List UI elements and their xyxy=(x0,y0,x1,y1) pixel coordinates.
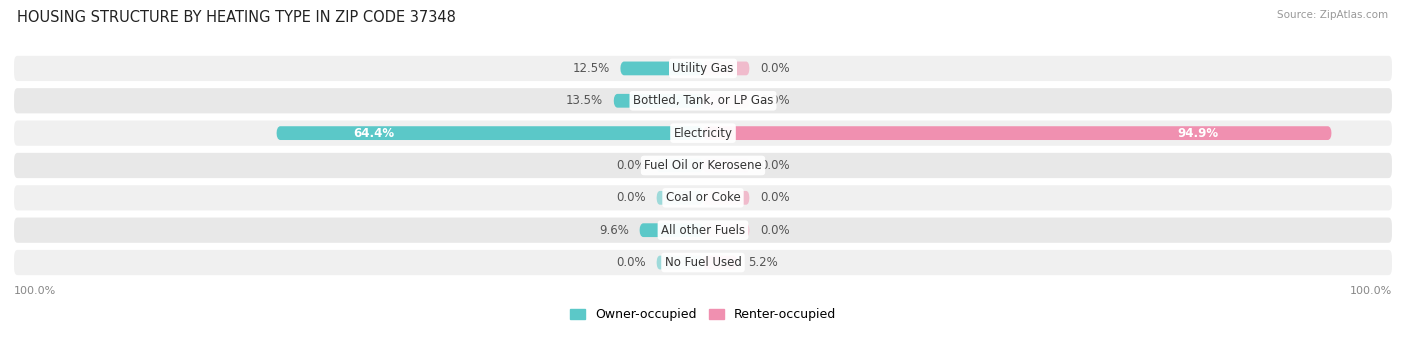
Text: Fuel Oil or Kerosene: Fuel Oil or Kerosene xyxy=(644,159,762,172)
Text: 0.0%: 0.0% xyxy=(616,159,645,172)
Text: 0.0%: 0.0% xyxy=(761,224,790,237)
Text: 94.9%: 94.9% xyxy=(1177,127,1219,139)
FancyBboxPatch shape xyxy=(703,256,738,269)
FancyBboxPatch shape xyxy=(14,250,1392,275)
Text: All other Fuels: All other Fuels xyxy=(661,224,745,237)
FancyBboxPatch shape xyxy=(703,159,749,172)
FancyBboxPatch shape xyxy=(14,88,1392,114)
FancyBboxPatch shape xyxy=(613,94,703,108)
FancyBboxPatch shape xyxy=(703,61,749,75)
Text: Bottled, Tank, or LP Gas: Bottled, Tank, or LP Gas xyxy=(633,94,773,107)
Text: 0.0%: 0.0% xyxy=(761,94,790,107)
FancyBboxPatch shape xyxy=(14,120,1392,146)
FancyBboxPatch shape xyxy=(703,223,749,237)
Text: 100.0%: 100.0% xyxy=(14,286,56,296)
Text: 0.0%: 0.0% xyxy=(616,256,645,269)
FancyBboxPatch shape xyxy=(703,126,1331,140)
Text: Source: ZipAtlas.com: Source: ZipAtlas.com xyxy=(1277,10,1388,20)
FancyBboxPatch shape xyxy=(657,256,703,269)
FancyBboxPatch shape xyxy=(703,94,749,108)
FancyBboxPatch shape xyxy=(14,56,1392,81)
Text: Utility Gas: Utility Gas xyxy=(672,62,734,75)
Text: 9.6%: 9.6% xyxy=(599,224,628,237)
Text: HOUSING STRUCTURE BY HEATING TYPE IN ZIP CODE 37348: HOUSING STRUCTURE BY HEATING TYPE IN ZIP… xyxy=(17,10,456,25)
FancyBboxPatch shape xyxy=(657,159,703,172)
Text: 12.5%: 12.5% xyxy=(572,62,610,75)
Text: 64.4%: 64.4% xyxy=(353,127,394,139)
Legend: Owner-occupied, Renter-occupied: Owner-occupied, Renter-occupied xyxy=(565,303,841,326)
FancyBboxPatch shape xyxy=(277,126,703,140)
Text: 0.0%: 0.0% xyxy=(616,191,645,204)
FancyBboxPatch shape xyxy=(657,191,703,205)
Text: 100.0%: 100.0% xyxy=(1350,286,1392,296)
Text: No Fuel Used: No Fuel Used xyxy=(665,256,741,269)
Text: 13.5%: 13.5% xyxy=(565,94,603,107)
FancyBboxPatch shape xyxy=(14,153,1392,178)
Text: 5.2%: 5.2% xyxy=(748,256,778,269)
FancyBboxPatch shape xyxy=(703,191,749,205)
Text: 0.0%: 0.0% xyxy=(761,191,790,204)
FancyBboxPatch shape xyxy=(620,61,703,75)
Text: 0.0%: 0.0% xyxy=(761,62,790,75)
FancyBboxPatch shape xyxy=(640,223,703,237)
FancyBboxPatch shape xyxy=(14,218,1392,243)
Text: Coal or Coke: Coal or Coke xyxy=(665,191,741,204)
FancyBboxPatch shape xyxy=(14,185,1392,210)
Text: 0.0%: 0.0% xyxy=(761,159,790,172)
Text: Electricity: Electricity xyxy=(673,127,733,139)
